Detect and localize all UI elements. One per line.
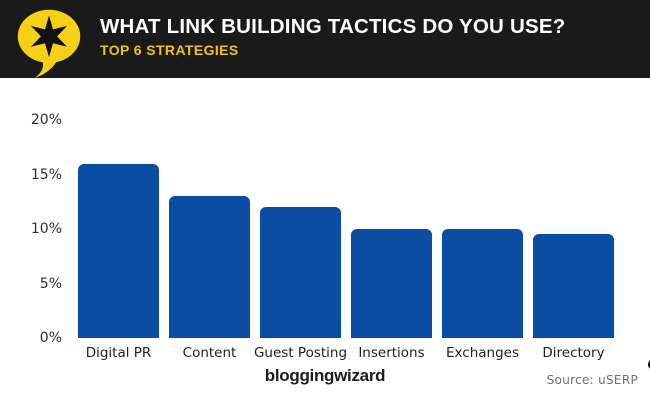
brand-star-badge-icon: ✦	[648, 359, 650, 370]
brand-wordmark: bloggingwizard	[264, 366, 386, 385]
bar-plot: Digital PR Content Guest Posting Insertions…	[78, 120, 614, 361]
footer-brand: bloggingwizard ✦	[0, 359, 650, 386]
x-axis-category-label: Content	[182, 345, 237, 361]
bar	[533, 234, 614, 338]
bar-track	[533, 120, 614, 338]
bar-column: Insertions	[351, 120, 432, 361]
bar-column: Directory	[533, 120, 614, 361]
page-title: WHAT LINK BUILDING TACTICS DO YOU USE?	[100, 15, 566, 38]
bar	[442, 229, 523, 338]
bar-track	[78, 120, 159, 338]
bar	[260, 207, 341, 338]
bar-track	[351, 120, 432, 338]
bar-track	[260, 120, 341, 338]
bar-track	[442, 120, 523, 338]
title-block: WHAT LINK BUILDING TACTICS DO YOU USE? T…	[100, 15, 565, 58]
header-banner: WHAT LINK BUILDING TACTICS DO YOU USE? T…	[0, 0, 650, 78]
y-tick-label: 20%	[30, 112, 62, 128]
y-axis: 20% 15% 10% 5% 0%	[0, 112, 62, 346]
y-tick-label: 5%	[39, 275, 62, 292]
page-subtitle: TOP 6 STRATEGIES	[100, 41, 239, 58]
y-tick-label: 0%	[39, 330, 62, 346]
y-tick-label: 15%	[30, 166, 62, 183]
bar	[169, 196, 250, 338]
bar-column: Content	[169, 120, 250, 361]
x-axis-category-label: Insertions	[358, 345, 425, 361]
source-credit: Source: uSERP	[546, 373, 638, 387]
blogging-wizard-logo speech-bubble-star-icon	[17, 9, 81, 78]
x-axis-category-label: Digital PR	[85, 345, 152, 361]
bar-column: Guest Posting	[254, 120, 347, 361]
bar	[78, 163, 159, 338]
bar	[351, 229, 432, 338]
y-tick-label: 10%	[30, 221, 62, 237]
bar-track	[169, 120, 250, 338]
x-axis-category-label: Guest Posting	[253, 345, 348, 361]
bar-column: Exchanges	[442, 120, 523, 361]
bar-column: Digital PR	[78, 120, 159, 361]
x-axis-category-label: Directory	[542, 345, 605, 361]
x-axis-category-label: Exchanges	[446, 345, 519, 361]
